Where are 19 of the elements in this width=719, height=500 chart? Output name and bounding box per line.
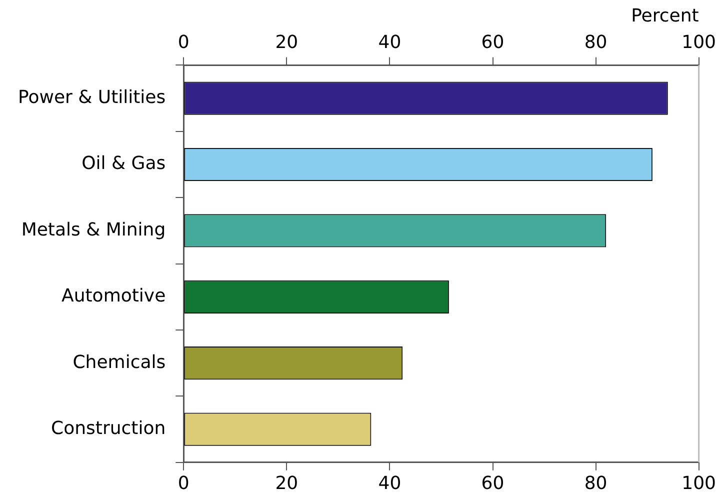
y-tick-label: Chemicals (72, 352, 166, 373)
x2-tick-label: 40 (378, 472, 402, 494)
x-tick-label: 80 (584, 32, 608, 54)
y-tick-label: Oil & Gas (82, 153, 166, 174)
y-tick-label: Power & Utilities (18, 86, 166, 108)
x2-tick-label: 80 (584, 472, 608, 494)
y-tick-label: Automotive (62, 286, 166, 307)
x-tick-label: 0 (178, 32, 190, 54)
y-tick-label: Construction (51, 418, 166, 439)
x-tick-label: 40 (378, 32, 402, 54)
x2-tick-label: 0 (178, 472, 190, 494)
y-tick-label: Metals & Mining (21, 219, 166, 240)
x-tick-label: 20 (275, 32, 298, 54)
x-axis-title: Percent (631, 5, 699, 26)
x2-tick-label: 60 (481, 472, 504, 494)
x-tick-label: 60 (481, 32, 504, 54)
x-tick-label: 100 (682, 32, 716, 54)
x2-tick-label: 100 (682, 472, 716, 494)
x2-tick-label: 20 (275, 472, 298, 494)
